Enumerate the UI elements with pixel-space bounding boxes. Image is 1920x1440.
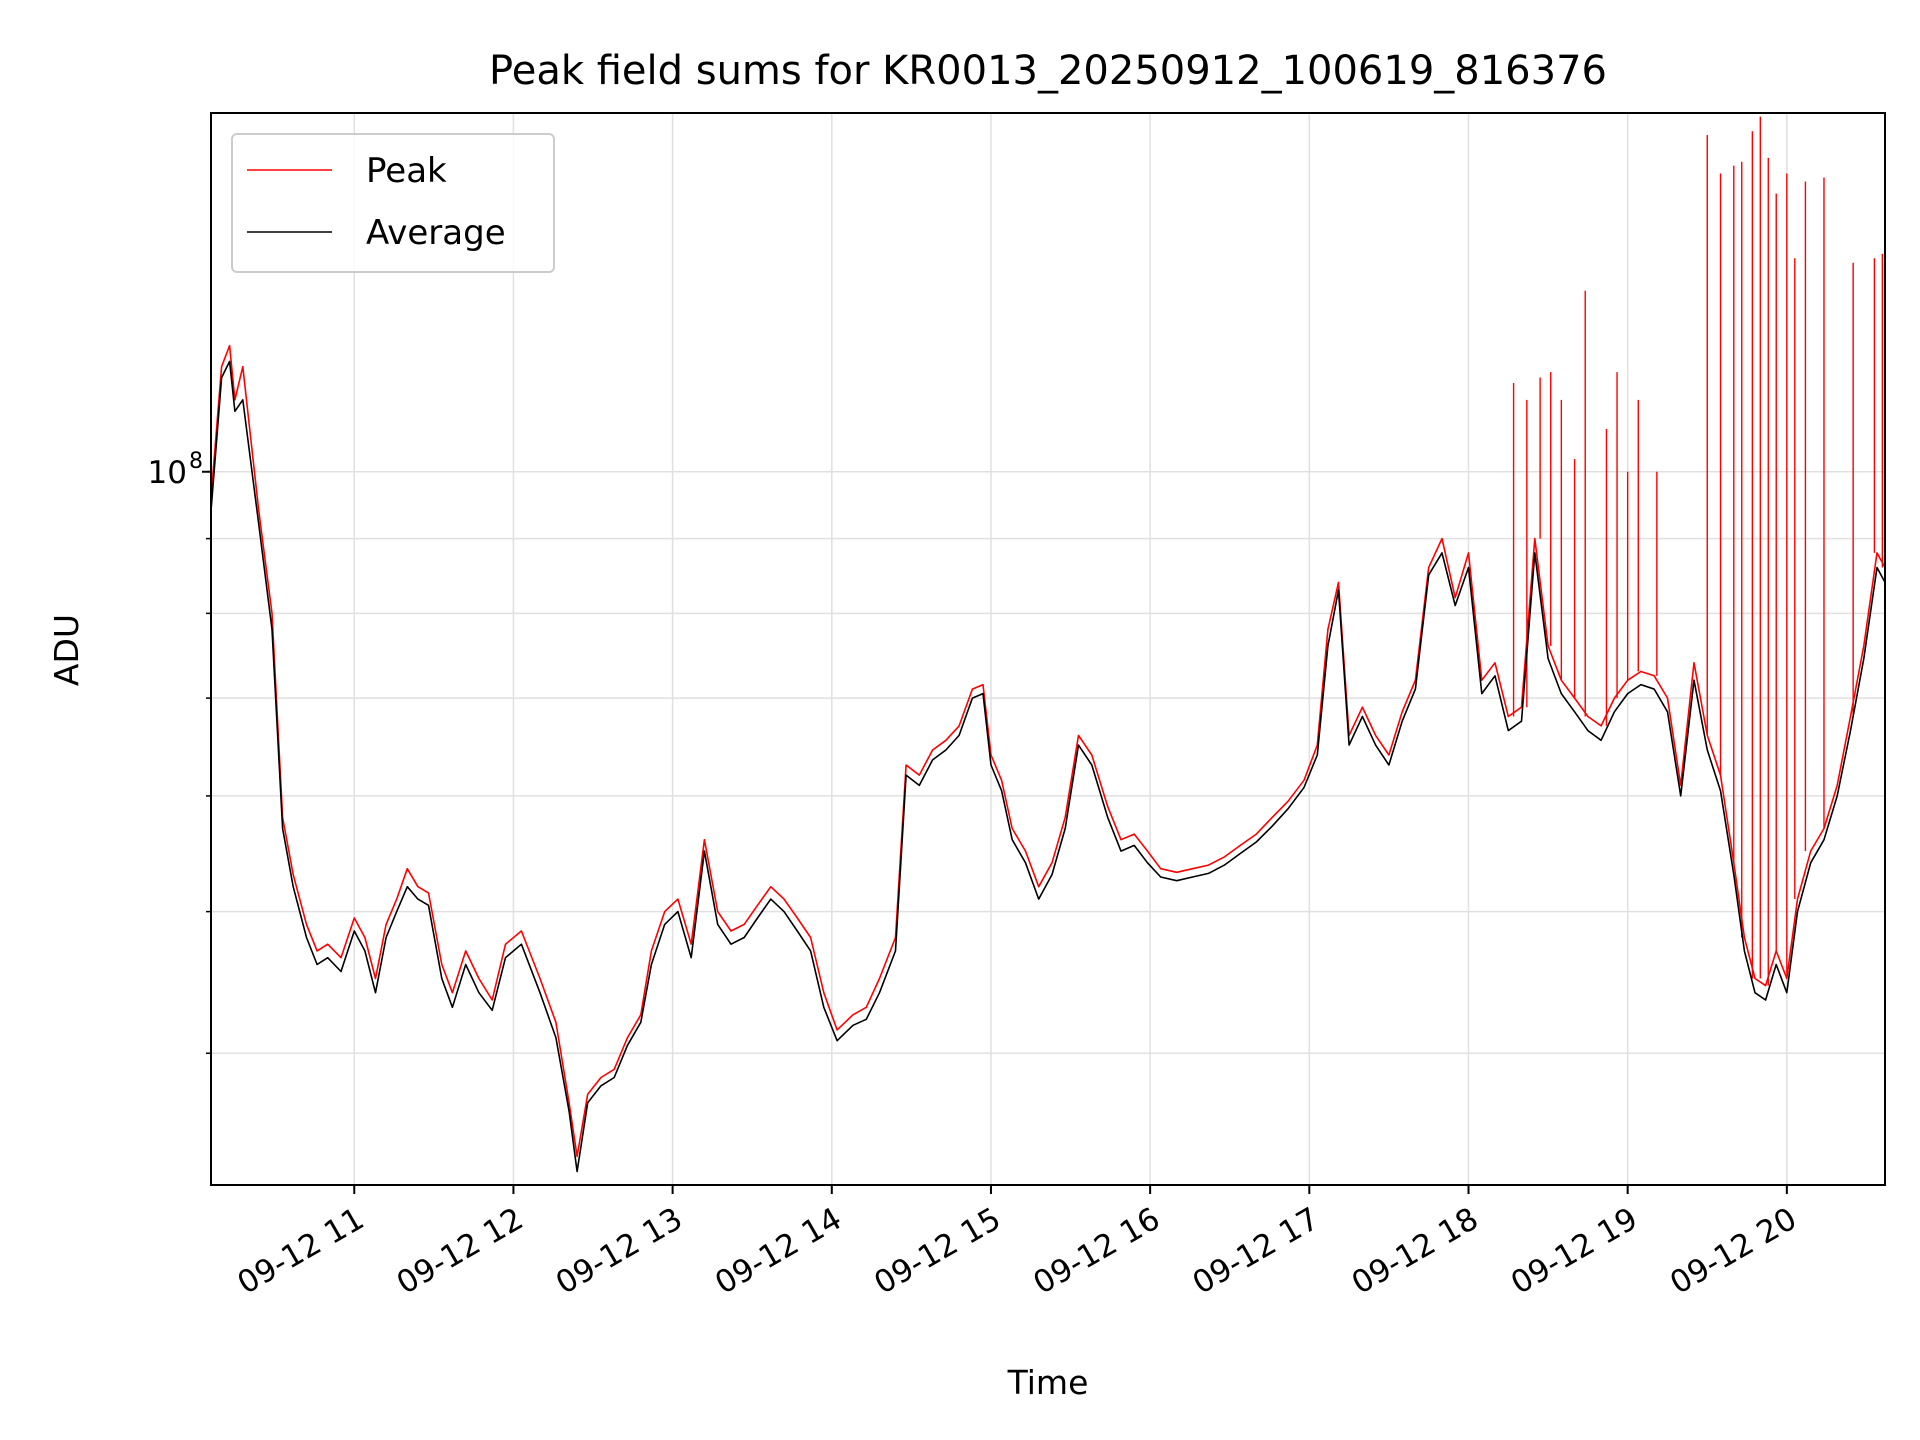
legend: Peak Average [231,133,555,273]
series-line-average [210,360,1886,1173]
legend-label-average: Average [366,213,506,253]
y-tick-label-exponent: 8 [189,449,203,474]
chart-title: Peak field sums for KR0013_20250912_1006… [489,48,1607,94]
y-axis-label: ADU [47,614,86,686]
y-tick-label: 10 [148,455,187,491]
legend-label-peak: Peak [366,151,447,191]
axes-frame [210,112,1886,1186]
y-axis-ticks: 10 8 [148,449,211,1054]
legend-box [231,133,555,273]
x-axis-label: Time [1007,1363,1089,1402]
series-layer [210,116,1886,1173]
